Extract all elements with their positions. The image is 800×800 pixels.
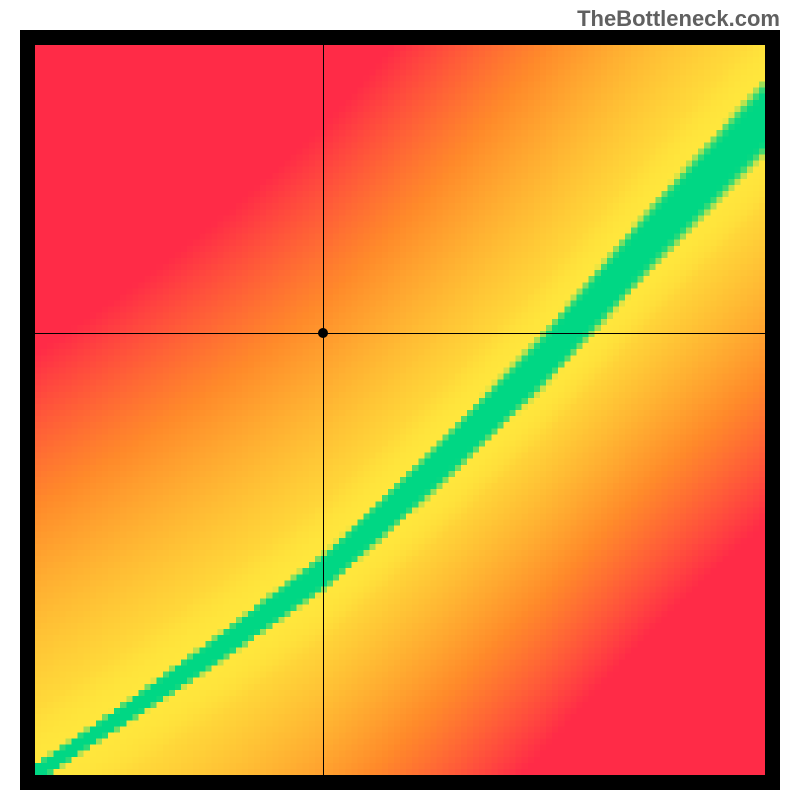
chart-frame [20,30,780,790]
heatmap-canvas [35,45,765,775]
crosshair-marker [318,328,328,338]
chart-plot-area [35,45,765,775]
crosshair-vertical [323,45,324,775]
crosshair-horizontal [35,333,765,334]
watermark-text: TheBottleneck.com [577,6,780,32]
